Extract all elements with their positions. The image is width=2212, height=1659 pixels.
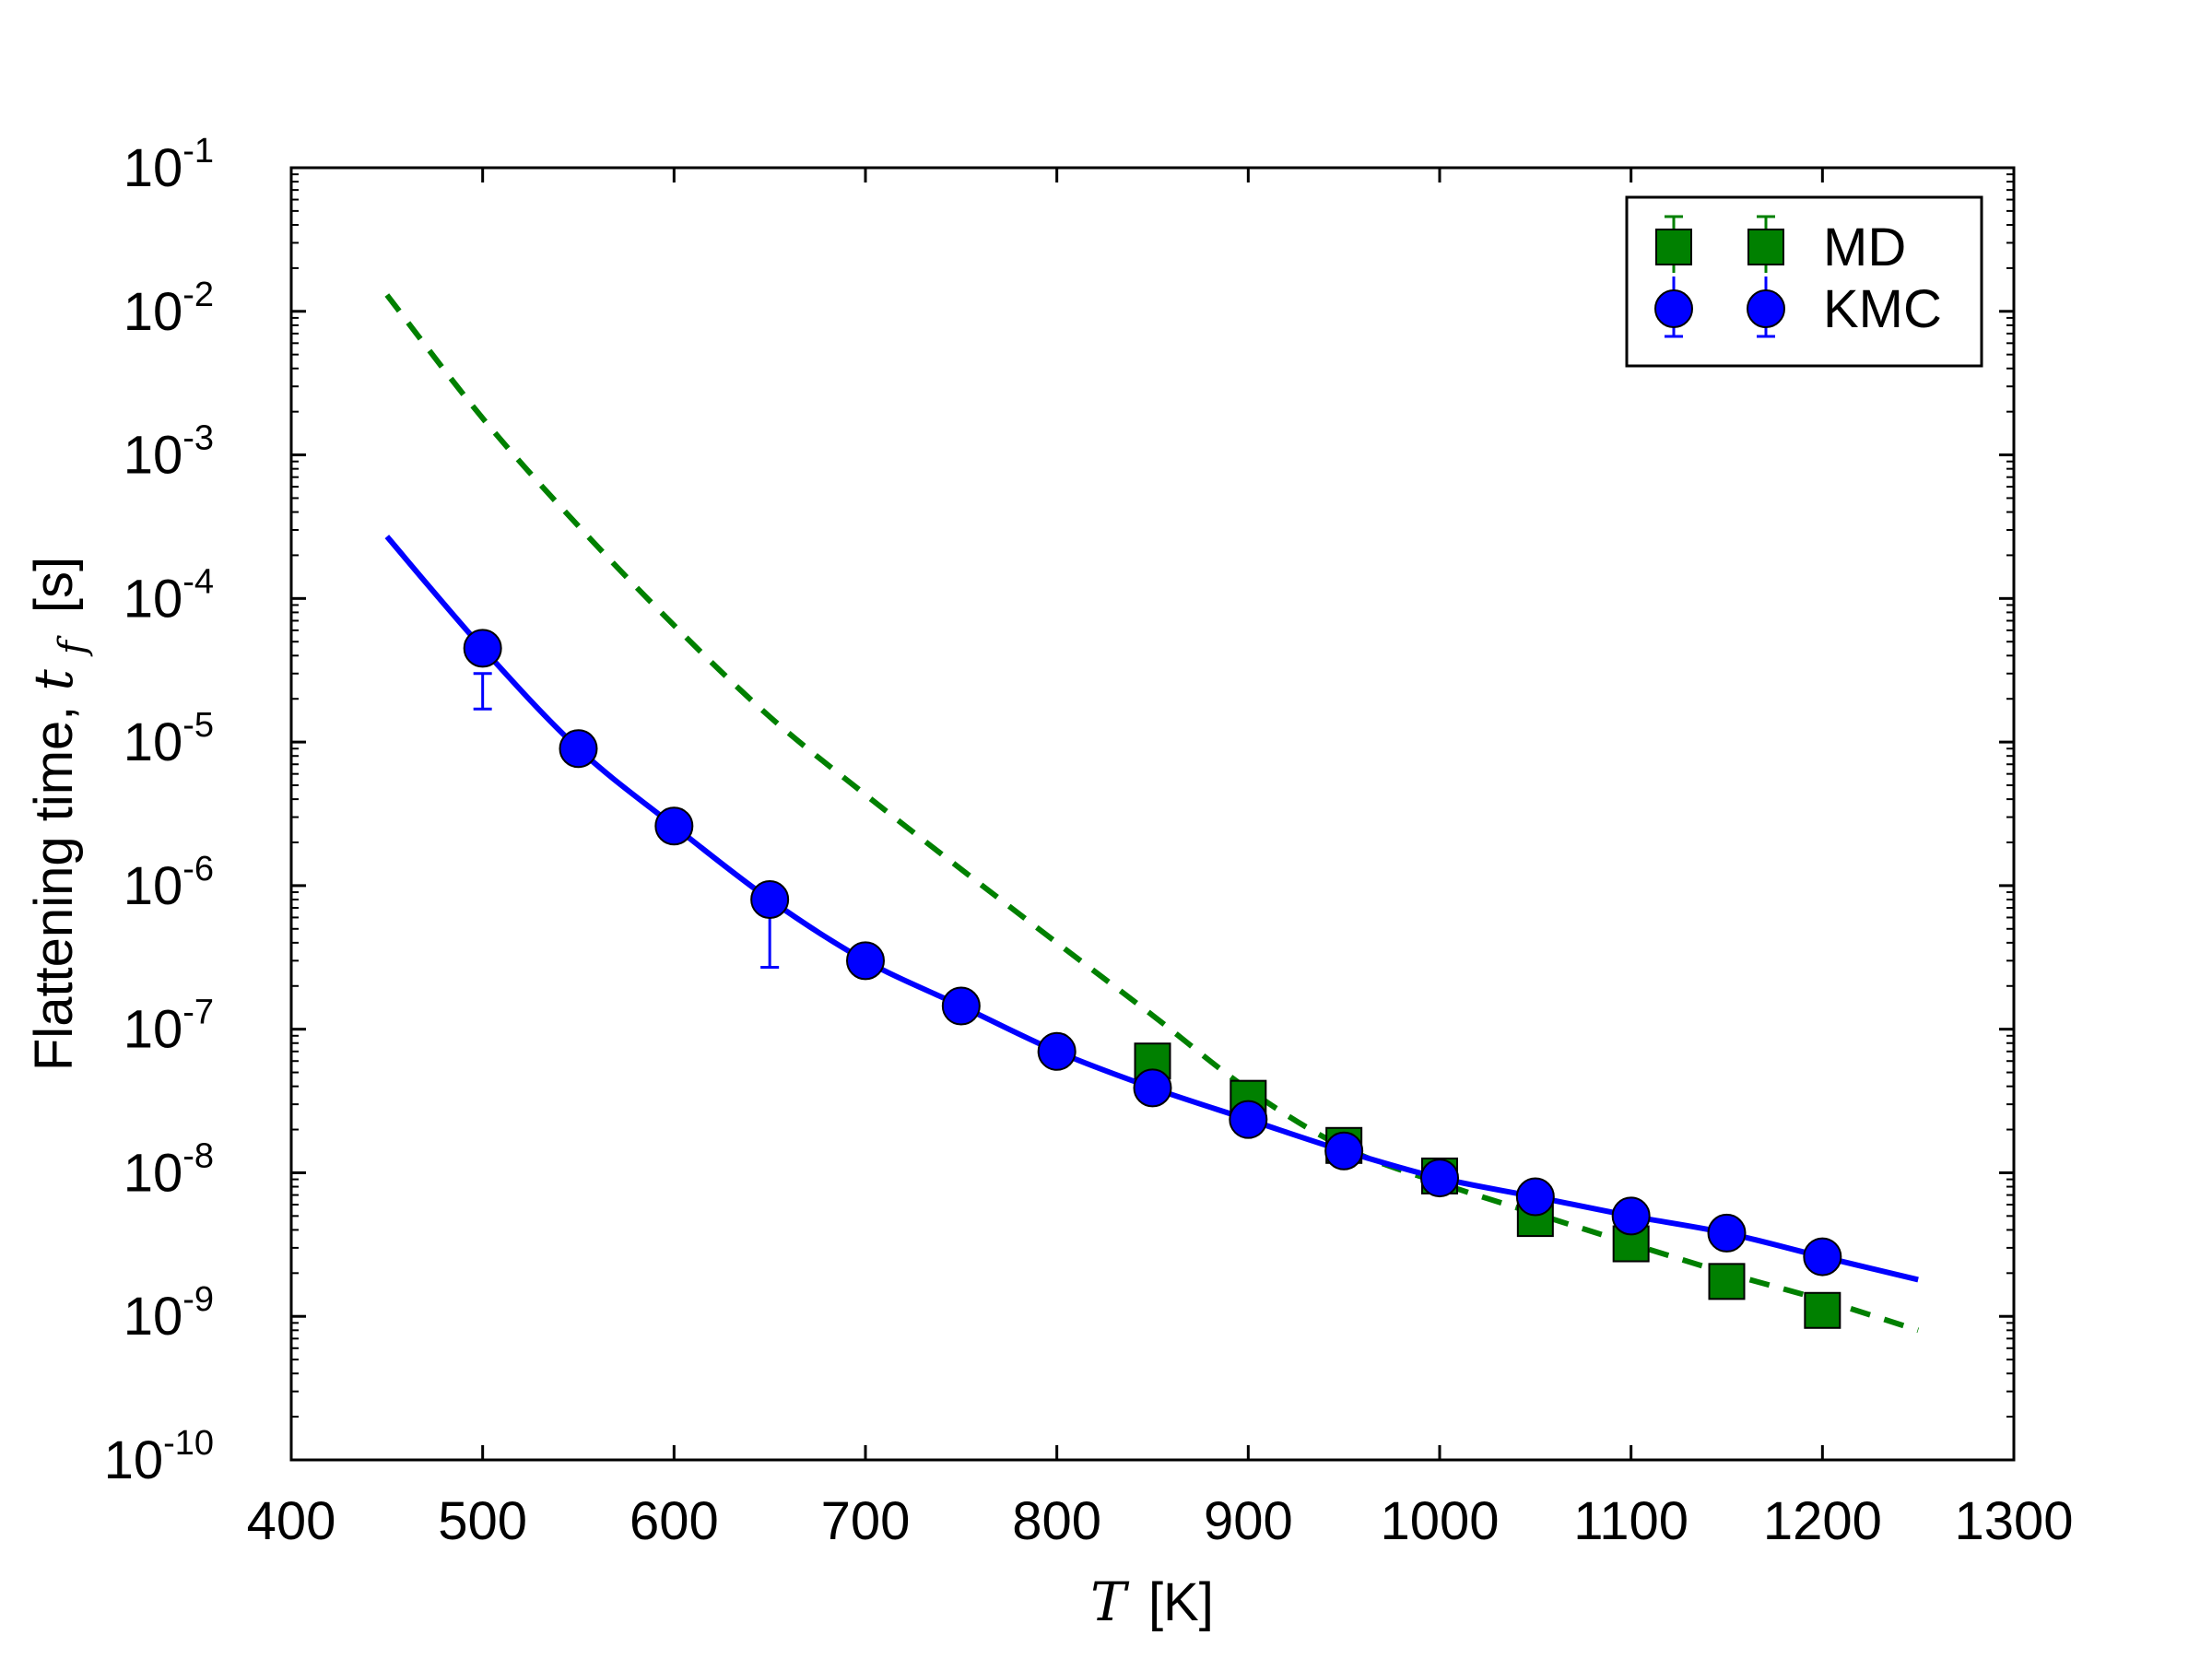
x-axis-title: T [K]: [1090, 1571, 1214, 1633]
y-tick-label: 10-10: [104, 1424, 214, 1490]
x-tick-label: 900: [1204, 1491, 1293, 1551]
y-tick-exponent: -6: [182, 850, 214, 888]
kmc-point: [463, 629, 502, 668]
y-tick-exponent: -4: [182, 562, 214, 601]
y-tick-exponent: -10: [163, 1424, 214, 1463]
kmc-point: [1324, 1131, 1364, 1171]
x-tick-label: 600: [629, 1491, 719, 1551]
y-tick-label: 10-2: [124, 276, 214, 342]
kmc-point: [1707, 1213, 1747, 1253]
legend: MD KMC: [1625, 195, 1983, 368]
y-axis-title: Flattening time, t f [s]: [22, 557, 97, 1071]
kmc-point: [1515, 1177, 1555, 1217]
data-markers: [463, 629, 1842, 1329]
y-tick-label: 10-5: [124, 706, 214, 772]
x-tick-label: 800: [1012, 1491, 1101, 1551]
kmc-point: [750, 879, 790, 919]
y-tick-label: 10-9: [124, 1280, 214, 1347]
md-point: [1804, 1291, 1841, 1329]
plot-frame: [289, 166, 2016, 1462]
y-tick-exponent: -1: [182, 132, 214, 171]
y-tick-base: 10: [124, 569, 183, 629]
y-axis-unit: [s]: [24, 557, 84, 613]
y-tick-exponent: -3: [182, 419, 214, 458]
legend-md-marker: [1747, 229, 1784, 265]
y-tick-base: 10: [124, 1000, 183, 1060]
y-tick-exponent: -9: [182, 1280, 214, 1319]
y-tick-exponent: -7: [182, 994, 214, 1032]
legend-kmc-marker: [1747, 289, 1785, 328]
kmc-point: [1229, 1100, 1268, 1139]
legend-kmc-marks: [1654, 276, 1785, 338]
y-tick-base: 10: [124, 1143, 183, 1203]
y-tick-base: 10: [124, 138, 183, 198]
y-tick-base: 10: [124, 282, 183, 342]
y-tick-base: 10: [104, 1430, 164, 1490]
md-point: [1708, 1263, 1746, 1300]
x-axis-symbol: T: [1090, 1571, 1130, 1633]
x-tick-label: 500: [438, 1491, 527, 1551]
x-tick-labels: 400 500 600 700 800 900 1000 1100 1200 1300: [247, 1491, 2074, 1551]
y-axis-subscript: f: [52, 635, 94, 657]
kmc-point: [1611, 1196, 1651, 1236]
y-tick-label: 10-1: [124, 132, 214, 198]
legend-label-md: MD: [1823, 218, 1906, 277]
legend-md-marks: [1655, 215, 1784, 273]
x-tick-label: 1300: [1954, 1491, 2073, 1551]
y-tick-label: 10-4: [124, 562, 214, 629]
kmc-point: [1133, 1068, 1172, 1108]
kmc-point: [559, 729, 598, 769]
legend-kmc-marker: [1654, 289, 1693, 328]
y-tick-label: 10-3: [124, 419, 214, 486]
y-tick-label: 10-8: [124, 1136, 214, 1203]
x-tick-label: 400: [247, 1491, 336, 1551]
y-tick-base: 10: [124, 426, 183, 486]
x-tick-label: 1100: [1573, 1491, 1688, 1551]
kmc-point: [1803, 1237, 1842, 1277]
kmc-point: [846, 941, 885, 981]
x-tick-label: 700: [821, 1491, 911, 1551]
y-tick-label: 10-6: [124, 850, 214, 916]
y-tick-exponent: -2: [182, 276, 214, 314]
y-tick-labels: 10-1010-910-810-710-610-510-410-310-210-…: [104, 132, 214, 1490]
y-tick-base: 10: [124, 712, 183, 772]
kmc-point: [1037, 1031, 1077, 1071]
kmc-point: [941, 986, 981, 1026]
kmc-point: [1420, 1159, 1459, 1198]
fit-curve-md: [384, 293, 1920, 1334]
y-tick-base: 10: [124, 1287, 183, 1347]
legend-md-marker: [1655, 229, 1692, 265]
legend-box: [1625, 195, 1983, 368]
legend-label-kmc: KMC: [1823, 279, 1942, 339]
y-tick-base: 10: [124, 856, 183, 916]
y-axis-symbol: t: [22, 668, 85, 690]
y-tick-label: 10-7: [124, 994, 214, 1060]
x-tick-label: 1000: [1380, 1491, 1499, 1551]
kmc-point: [654, 806, 694, 846]
x-tick-label: 1200: [1763, 1491, 1882, 1551]
x-axis-unit: [K]: [1148, 1572, 1214, 1632]
y-axis-text: Flattening time,: [24, 690, 84, 1071]
y-tick-exponent: -8: [182, 1136, 214, 1175]
y-tick-exponent: -5: [182, 706, 214, 745]
